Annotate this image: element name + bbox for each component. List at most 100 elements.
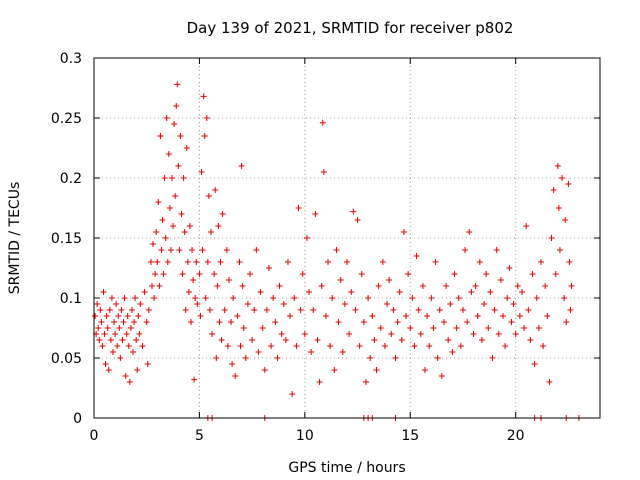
data-point	[566, 259, 573, 265]
data-point	[337, 277, 344, 283]
data-point	[212, 187, 219, 193]
data-point	[123, 331, 130, 337]
data-point	[341, 301, 348, 307]
data-point	[145, 307, 152, 313]
y-tick-label: 0.15	[51, 231, 82, 247]
data-point	[259, 325, 266, 331]
data-point	[125, 343, 132, 349]
data-point	[563, 319, 570, 325]
x-tick-label: 0	[90, 428, 99, 444]
data-point	[198, 169, 205, 175]
data-point	[310, 307, 317, 313]
data-point	[510, 301, 517, 307]
data-point	[155, 199, 162, 205]
data-point	[365, 295, 372, 301]
data-point	[388, 331, 395, 337]
data-point	[255, 349, 262, 355]
data-point	[159, 217, 166, 223]
data-point	[177, 133, 184, 139]
data-point	[214, 283, 221, 289]
data-point	[247, 271, 254, 277]
data-point	[320, 169, 327, 175]
data-point	[157, 133, 164, 139]
data-point	[261, 367, 268, 373]
data-point	[432, 259, 439, 265]
data-point	[202, 295, 209, 301]
data-point	[153, 229, 160, 235]
data-point	[194, 301, 201, 307]
data-point	[216, 319, 223, 325]
data-point	[175, 163, 182, 169]
data-point	[134, 367, 141, 373]
data-point	[379, 259, 386, 265]
data-point	[187, 319, 194, 325]
data-point	[333, 247, 340, 253]
data-point	[350, 208, 357, 215]
data-point	[466, 229, 473, 235]
data-point	[426, 343, 433, 349]
data-point	[211, 271, 218, 277]
data-point	[331, 367, 338, 373]
data-point	[493, 247, 500, 253]
data-point	[409, 295, 416, 301]
data-point	[107, 337, 114, 343]
data-point	[306, 289, 313, 295]
data-point	[249, 337, 256, 343]
data-point	[297, 307, 304, 313]
data-point	[489, 355, 496, 361]
data-point	[369, 313, 376, 319]
data-point	[445, 337, 452, 343]
data-point	[483, 271, 490, 277]
data-point	[562, 217, 569, 223]
data-point	[278, 331, 285, 337]
data-point	[390, 307, 397, 313]
data-point	[301, 331, 308, 337]
data-point	[172, 193, 179, 199]
data-point	[224, 343, 231, 349]
data-point	[548, 235, 555, 241]
data-point	[339, 349, 346, 355]
data-point	[567, 307, 574, 313]
data-point	[185, 289, 192, 295]
data-point	[527, 337, 534, 343]
data-point	[470, 331, 477, 337]
data-point	[371, 337, 378, 343]
data-point	[392, 355, 399, 361]
data-point	[166, 205, 173, 211]
data-point	[319, 119, 326, 126]
data-point	[504, 295, 511, 301]
data-point	[531, 361, 538, 367]
data-point	[424, 313, 431, 319]
data-point	[225, 277, 232, 283]
data-point	[144, 361, 151, 367]
data-point	[405, 271, 412, 277]
data-point	[398, 337, 405, 343]
data-point	[468, 289, 475, 295]
data-point	[358, 271, 365, 277]
data-point	[131, 319, 138, 325]
data-point	[407, 325, 414, 331]
data-point	[287, 313, 294, 319]
data-point	[186, 223, 193, 229]
data-point	[223, 247, 230, 253]
axis-ticks: 0 0.05 0.1 0.15 0.2 0.25 0.3 0 5 10 15 20	[51, 51, 600, 444]
data-point	[356, 343, 363, 349]
data-point	[115, 313, 122, 319]
data-point	[174, 81, 181, 88]
data-point	[508, 319, 515, 325]
data-point	[521, 325, 528, 331]
data-point	[272, 319, 279, 325]
data-point	[377, 325, 384, 331]
data-point	[502, 343, 509, 349]
data-point	[268, 343, 275, 349]
data-point	[102, 361, 109, 367]
data-point	[190, 277, 197, 283]
y-tick-label: 0.1	[60, 291, 82, 307]
data-point	[205, 193, 212, 199]
data-point	[314, 337, 321, 343]
data-point	[400, 229, 407, 235]
data-point	[525, 307, 532, 313]
data-point	[476, 259, 483, 265]
data-point	[164, 259, 171, 265]
data-point	[215, 223, 222, 229]
